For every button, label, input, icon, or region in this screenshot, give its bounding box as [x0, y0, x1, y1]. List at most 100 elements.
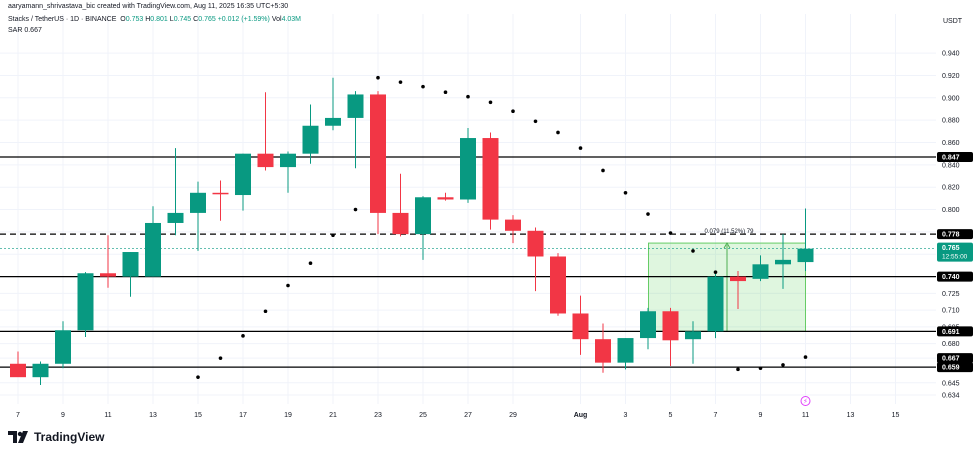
sar-dot	[736, 367, 740, 372]
sar-dot	[443, 90, 448, 95]
low-value: 0.745	[173, 16, 192, 23]
price-tick-label: 0.840	[942, 162, 960, 169]
symbol-name[interactable]: Stacks / TetherUS · 1D · BINANCE	[8, 16, 117, 23]
sar-dot	[331, 233, 335, 238]
price-axis-bg	[936, 0, 973, 404]
time-tick-label: 9	[61, 412, 65, 419]
price-tick-label: 0.680	[942, 341, 960, 348]
time-axis[interactable]: 7 9 11 13 15 17 19 21 23 25 27 29 Aug 3 5 7 9 11 13 15 ⚡	[16, 396, 899, 420]
credit-line: aaryamann_shrivastava_bic created with T…	[8, 3, 289, 10]
sar-dots	[196, 75, 808, 379]
high-label: H	[145, 16, 151, 23]
level-tag-0.847-bg	[937, 152, 973, 163]
candle-body	[190, 192, 206, 213]
countdown-value: 12:55:00	[942, 254, 968, 261]
candle-body	[370, 94, 386, 213]
price-tick-label: 0.725	[942, 291, 960, 298]
sar-dot	[556, 130, 560, 135]
time-tick-label: 21	[329, 412, 337, 419]
candle-body	[437, 197, 454, 200]
sar-dot	[781, 363, 785, 367]
sar-dot	[421, 84, 425, 89]
sar-dot	[578, 146, 583, 150]
ohlc-line: Stacks / TetherUS · 1D · BINANCE O0.753 …	[8, 16, 301, 23]
sar-indicator-label[interactable]: SAR 0.667	[8, 27, 42, 34]
price-tick-label: 0.800	[942, 207, 960, 214]
candle-body	[595, 339, 611, 363]
level-tag-0.778-bg	[937, 229, 973, 240]
candle-body	[167, 212, 184, 223]
price-tick-label: 0.645	[942, 380, 960, 387]
time-tick-label: 11	[104, 412, 111, 419]
candle-body	[77, 273, 94, 331]
price-tick-label: 0.900	[942, 95, 960, 102]
time-tick-label: 5	[669, 412, 673, 419]
sar-dot	[398, 80, 403, 84]
candle-body	[460, 138, 476, 200]
sar-dot	[533, 119, 538, 124]
sar-dot	[466, 94, 470, 99]
current-price-tag-bg	[937, 242, 973, 262]
price-tick-label: 0.820	[942, 185, 960, 192]
candle-body	[302, 125, 319, 154]
candle-body	[797, 248, 814, 263]
time-tick-label: Aug	[574, 412, 588, 419]
time-tick-label: 9	[759, 412, 763, 419]
grid-lines	[0, 14, 936, 404]
candle-body	[257, 153, 274, 168]
candle-body	[325, 117, 341, 126]
time-tick-label: 3	[624, 412, 628, 419]
candle-body	[482, 138, 499, 220]
time-tick-label: 7	[714, 412, 718, 419]
high-value: 0.801	[150, 16, 168, 23]
level-tag-0.659: 0.659	[942, 365, 960, 372]
measure-arrow-head	[723, 242, 731, 249]
sar-dot	[803, 355, 808, 359]
sar-dot	[511, 109, 515, 114]
candle-body	[10, 363, 26, 378]
level-tag-0.691-bg	[937, 326, 973, 337]
candle-body	[505, 219, 521, 231]
price-tick-label: 0.940	[942, 51, 960, 58]
sar-dot	[758, 366, 763, 371]
open-label: O	[120, 16, 126, 23]
change-value: +0.012 (+1.59%)	[217, 16, 270, 23]
candle-body	[550, 256, 566, 314]
candle-body	[617, 338, 634, 363]
sar-dot	[263, 309, 268, 314]
candle-body	[752, 264, 769, 279]
candle-body	[32, 363, 49, 378]
price-tick-label: 0.880	[942, 118, 960, 125]
sar-dot	[241, 334, 245, 338]
candle-body	[640, 311, 656, 339]
sar-dot	[668, 231, 673, 235]
time-tick-label: 11	[802, 412, 809, 419]
price-axis[interactable]: 0.940 0.920 0.900 0.880 0.860 0.840 0.820 0.800…	[936, 0, 973, 404]
sar-dot	[308, 261, 313, 265]
sar-tag-bg	[937, 353, 973, 364]
time-tick-label: 13	[847, 412, 855, 419]
price-tick-label: 0.634	[942, 393, 960, 400]
time-tick-label: 29	[509, 412, 517, 419]
level-tag-0.659-bg	[937, 362, 973, 373]
sar-dot	[286, 283, 290, 288]
level-tag-0.740: 0.740	[942, 274, 960, 281]
price-tick-label: 0.860	[942, 140, 960, 147]
tradingview-logo: TradingView	[8, 430, 104, 444]
sar-dot	[376, 75, 380, 80]
candle-body	[730, 276, 746, 282]
level-tag-0.778: 0.778	[942, 232, 960, 239]
open-value: 0.753	[125, 16, 144, 23]
level-tag-0.847: 0.847	[942, 155, 960, 162]
alert-icon	[800, 396, 811, 406]
alert-icon-glyph: ⚡	[803, 398, 808, 406]
time-tick-label: 17	[239, 412, 247, 419]
time-tick-label: 19	[284, 412, 292, 419]
time-tick-label: 25	[419, 412, 427, 419]
tradingview-logo-text: TradingView	[34, 430, 105, 444]
tradingview-logo-icon	[8, 431, 28, 443]
sar-dot	[353, 207, 358, 212]
candle-body	[685, 331, 701, 340]
current-price-value: 0.765	[942, 245, 960, 252]
